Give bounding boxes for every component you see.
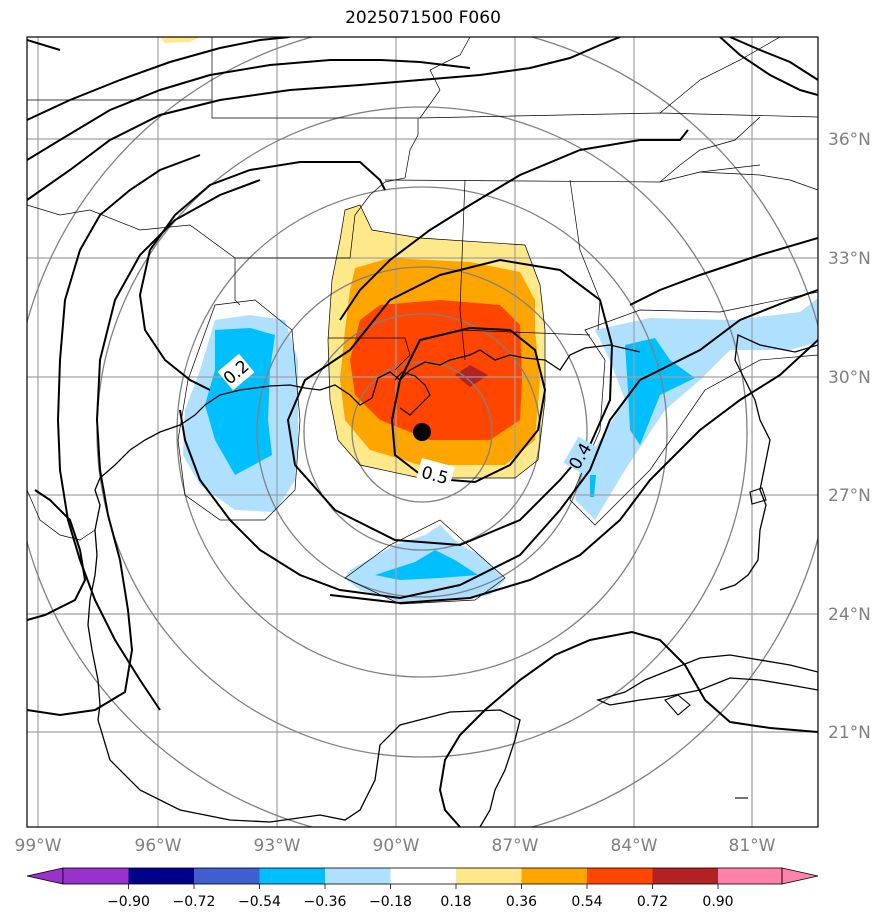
storm-center-marker <box>413 423 431 441</box>
colorbar-swatch <box>391 868 457 884</box>
lon-tick-label: 99°W <box>15 836 62 856</box>
lat-tick-label: 27°N <box>828 486 871 506</box>
lat-tick-label: 21°N <box>828 723 871 743</box>
colorbar-label: 0.54 <box>571 894 602 910</box>
colorbar-label: 0.36 <box>506 894 537 910</box>
lon-tick-label: 93°W <box>254 836 301 856</box>
lon-tick-label: 96°W <box>135 836 182 856</box>
colorbar-label: 0.18 <box>440 894 471 910</box>
lon-tick-label: 87°W <box>492 836 539 856</box>
lat-tick-label: 33°N <box>828 249 871 269</box>
colorbar-swatch <box>456 868 522 884</box>
colorbar-label: 0.72 <box>637 894 668 910</box>
colorbar-label: −0.36 <box>304 894 347 910</box>
lat-tick-label: 24°N <box>828 605 871 625</box>
longitude-tick-labels: 99°W 96°W 93°W 90°W 87°W 84°W 81°W <box>15 836 776 856</box>
positive-anomaly-fill <box>328 205 545 478</box>
colorbar-ticks <box>129 884 719 889</box>
map-area <box>12 22 832 842</box>
colorbar-extend-right <box>782 868 818 884</box>
colorbar-label: −0.90 <box>107 894 150 910</box>
lat-tick-label: 30°N <box>828 368 871 388</box>
lon-tick-label: 84°W <box>611 836 658 856</box>
lon-tick-label: 90°W <box>373 836 420 856</box>
colorbar-extend-left <box>27 868 63 884</box>
colorbar-swatch <box>325 868 391 884</box>
colorbar-label: −0.18 <box>369 894 412 910</box>
colorbar-swatch <box>718 868 782 884</box>
colorbar-swatch <box>522 868 588 884</box>
colorbar-swatch <box>260 868 326 884</box>
lon-tick-label: 81°W <box>729 836 776 856</box>
colorbar-label: 0.90 <box>702 894 733 910</box>
colorbar-label: −0.54 <box>238 894 281 910</box>
colorbar-swatch <box>63 868 129 884</box>
colorbar-swatch <box>129 868 195 884</box>
colorbar: −0.90 −0.72 −0.54 −0.36 −0.18 0.18 0.36 … <box>27 868 818 910</box>
colorbar-swatch <box>653 868 719 884</box>
colorbar-swatch <box>194 868 260 884</box>
lat-tick-label: 36°N <box>828 130 871 150</box>
colorbar-label: −0.72 <box>173 894 216 910</box>
colorbar-swatch <box>587 868 653 884</box>
latitude-tick-labels: 36°N 33°N 30°N 27°N 24°N 21°N <box>828 130 871 743</box>
